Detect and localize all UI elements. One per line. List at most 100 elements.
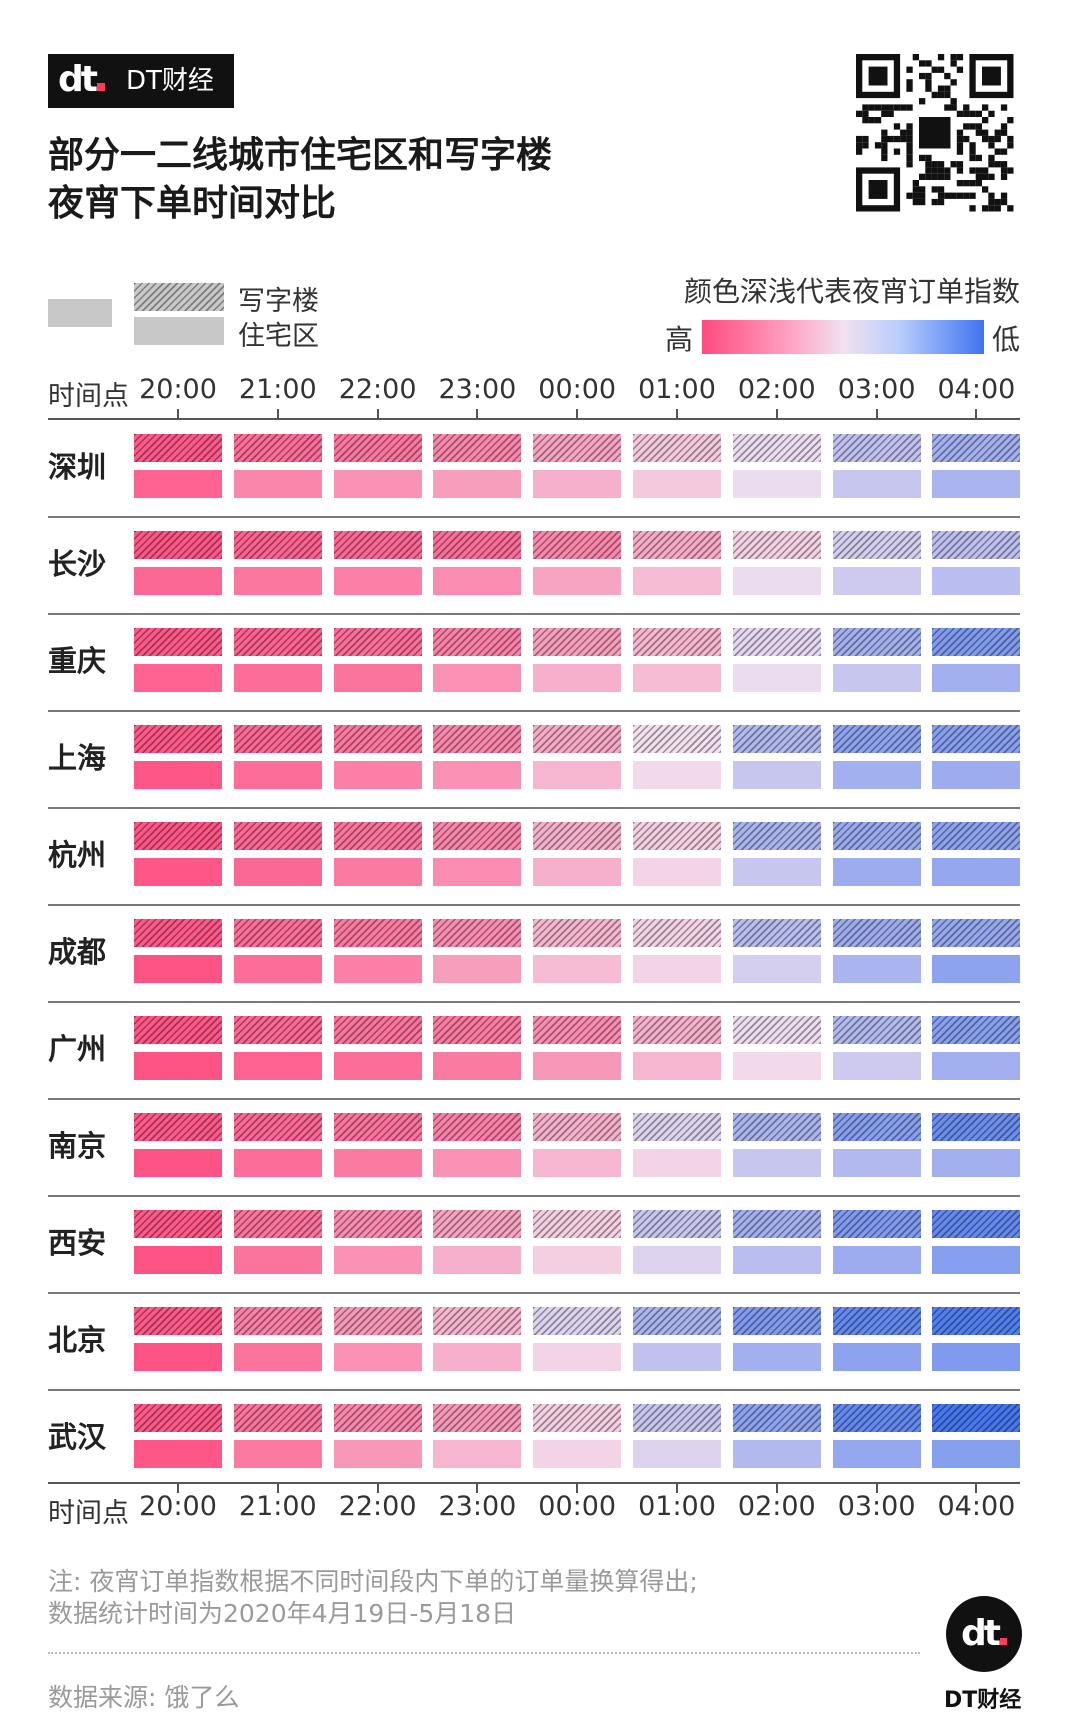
qr-module	[856, 110, 863, 117]
qr-module	[881, 110, 888, 117]
qr-module	[881, 148, 888, 155]
row-separator	[48, 710, 1020, 712]
heatmap-cell-residential	[932, 761, 1021, 789]
qr-module	[982, 117, 989, 124]
row-separator	[48, 516, 1020, 518]
qr-module	[982, 173, 989, 180]
heatmap-cell-residential	[633, 1440, 721, 1468]
qr-module	[975, 154, 982, 162]
footer-divider	[48, 1652, 920, 1654]
x-tick-label-top: 03:00	[837, 374, 916, 405]
row-separator	[48, 904, 1020, 906]
qr-module	[925, 154, 932, 162]
heatmap-cell-residential	[732, 470, 821, 498]
heatmap-cell-residential	[333, 1343, 422, 1371]
x-tick-label-top: 21:00	[238, 374, 317, 405]
qr-module	[856, 148, 863, 155]
x-tick-bottom	[676, 1484, 678, 1493]
heatmap-cell-office	[134, 531, 222, 559]
heatmap-cell-office	[832, 1210, 921, 1238]
qr-module	[956, 54, 964, 61]
heatmap-cell-office	[333, 919, 422, 947]
heatmap-cell-residential	[233, 761, 322, 789]
qr-module	[982, 186, 989, 193]
heatmap-cell-office	[832, 1113, 921, 1141]
heatmap-cell-residential	[333, 1052, 422, 1080]
x-tick-bottom	[476, 1484, 479, 1493]
x-tick-label-bottom: 21:00	[238, 1491, 317, 1522]
qr-module	[944, 85, 951, 92]
heatmap-cell-residential	[433, 1246, 522, 1274]
qr-module	[1007, 142, 1014, 149]
heatmap-cell-residential	[633, 761, 721, 789]
heatmap-cell-office	[333, 1210, 422, 1238]
qr-module	[1000, 198, 1008, 206]
qr-module	[881, 129, 888, 136]
legend-swatch-plain	[48, 299, 112, 327]
brand-logo-mark: dt	[58, 60, 105, 100]
heatmap-cell-office	[233, 1113, 322, 1141]
heatmap-cell-office	[732, 1210, 821, 1238]
qr-module	[982, 167, 989, 174]
qr-module	[862, 135, 869, 143]
heatmap-cell-office	[633, 1210, 721, 1238]
heatmap-cell-office	[134, 1113, 222, 1141]
x-tick-label-top: 02:00	[737, 374, 816, 405]
heatmap-cell-office	[832, 1307, 921, 1335]
heatmap-cell-residential	[533, 955, 622, 983]
heatmap-cell-residential	[932, 664, 1021, 692]
qr-module	[937, 192, 945, 199]
qr-module	[988, 205, 995, 212]
qr-module	[1007, 117, 1014, 124]
qr-module	[956, 148, 964, 155]
qr-module	[994, 129, 1001, 136]
heatmap-cell-residential	[134, 1149, 222, 1177]
heatmap-cell-office	[832, 1016, 921, 1044]
heatmap-cell-residential	[633, 1149, 721, 1177]
heatmap-cell-residential	[732, 567, 821, 595]
heatmap-cell-residential	[433, 470, 522, 498]
qr-module	[919, 186, 926, 193]
heatmap-cell-residential	[533, 1343, 622, 1371]
heatmap-cell-office	[932, 725, 1021, 753]
qr-module	[944, 173, 951, 180]
qr-module	[988, 110, 995, 117]
qr-module	[944, 91, 951, 99]
heatmap-cell-residential	[233, 470, 322, 498]
qr-module	[887, 135, 894, 143]
heatmap-cell-residential	[732, 664, 821, 692]
heatmap-cell-residential	[134, 664, 222, 692]
brand-logo: dt DT财经	[48, 54, 234, 108]
qr-module	[956, 192, 964, 199]
qr-module	[969, 110, 976, 117]
heatmap-cell-residential	[333, 858, 422, 886]
qr-module	[982, 205, 989, 212]
x-tick-bottom	[975, 1484, 978, 1493]
qr-module	[919, 173, 926, 180]
qr-module	[937, 85, 945, 92]
heatmap-cell-residential	[732, 1052, 821, 1080]
footnote: 注: 夜宵订单指数根据不同时间段内下单的订单量换算得出; 数据统计时间为2020…	[48, 1566, 698, 1630]
x-axis-line-top	[48, 418, 1020, 420]
qr-module	[988, 161, 995, 168]
heatmap-cell-office	[233, 1016, 322, 1044]
qr-finder-core	[982, 66, 1001, 86]
qr-module	[975, 110, 982, 117]
qr-module	[900, 135, 907, 143]
qr-module	[931, 91, 938, 99]
qr-module	[1000, 129, 1008, 136]
heatmap-cell-office	[134, 628, 222, 656]
qr-module	[1007, 205, 1014, 212]
x-tick-label-bottom: 23:00	[438, 1491, 517, 1522]
heatmap-cell-residential	[134, 567, 222, 595]
qr-module	[969, 180, 976, 187]
heatmap-cell-residential	[732, 1343, 821, 1371]
qr-module	[994, 161, 1001, 168]
qr-module	[950, 104, 957, 111]
qr-module	[969, 205, 976, 212]
heatmap-cell-residential	[832, 858, 921, 886]
row-separator	[48, 1001, 1020, 1003]
qr-module	[881, 154, 888, 162]
heatmap-cell-residential	[233, 1343, 322, 1371]
heatmap-cell-office	[732, 1016, 821, 1044]
